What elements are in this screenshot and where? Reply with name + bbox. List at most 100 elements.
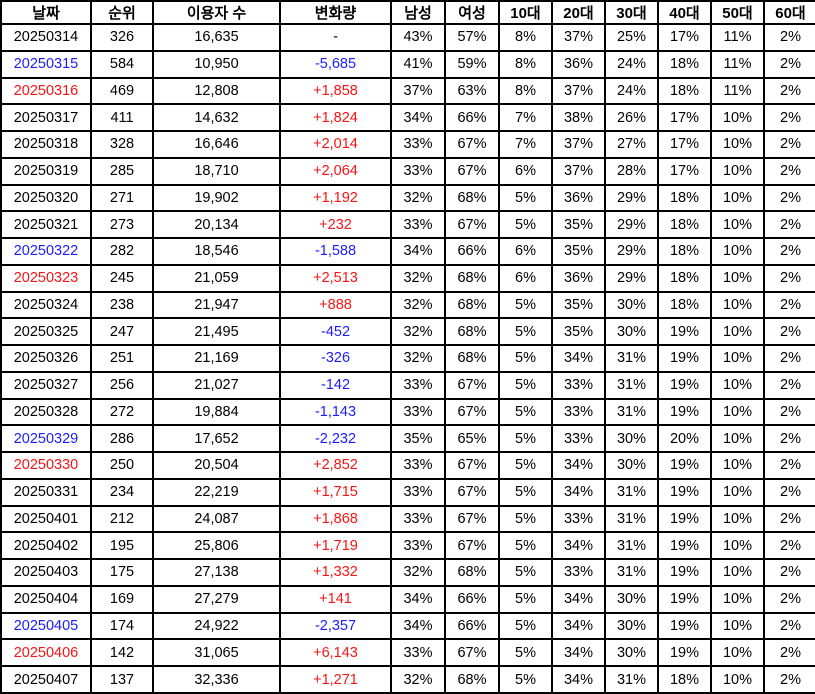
cell-age60: 2% [763, 103, 815, 132]
cell-age60: 2% [763, 156, 815, 186]
cell-change: -2,357 [279, 611, 392, 641]
cell-female: 68% [444, 558, 500, 587]
cell-female: 59% [444, 49, 500, 79]
cell-age50: 11% [710, 76, 765, 106]
cell-age60: 2% [763, 370, 815, 400]
cell-age10: 5% [498, 317, 553, 346]
cell-rank: 286 [90, 424, 154, 453]
cell-users: 25,806 [152, 531, 281, 560]
cell-change: +2,852 [279, 451, 392, 480]
table-row: 20250327 256 21,027 -142 33% 67% 5% 33% 31% 19% 10… [0, 370, 815, 400]
cell-age60: 2% [763, 638, 815, 667]
cell-male: 33% [390, 531, 446, 560]
cell-age10: 5% [498, 504, 553, 534]
cell-change: +1,271 [279, 665, 392, 694]
cell-age20: 33% [551, 397, 606, 427]
cell-age60: 2% [763, 23, 815, 52]
cell-users: 19,884 [152, 397, 281, 427]
cell-female: 68% [444, 317, 500, 346]
cell-change: +888 [279, 290, 392, 320]
cell-change: +1,858 [279, 76, 392, 106]
cell-change: +6,143 [279, 638, 392, 667]
cell-users: 21,059 [152, 263, 281, 293]
cell-age60: 2% [763, 665, 815, 694]
cell-change: -1,143 [279, 397, 392, 427]
cell-users: 18,546 [152, 237, 281, 266]
cell-age30: 30% [604, 451, 659, 480]
cell-change: +1,192 [279, 183, 392, 213]
cell-date: 20250317 [0, 103, 92, 132]
cell-change: -1,588 [279, 237, 392, 266]
cell-age50: 10% [710, 183, 765, 213]
cell-age50: 10% [710, 210, 765, 239]
cell-age50: 10% [710, 290, 765, 320]
cell-age50: 10% [710, 477, 765, 507]
cell-rank: 469 [90, 76, 154, 106]
cell-rank: 272 [90, 397, 154, 427]
cell-age50: 10% [710, 397, 765, 427]
cell-age30: 28% [604, 156, 659, 186]
table-row: 20250314 326 16,635-43% 57% 8% 37% 25% 17% 11% 2% [0, 23, 815, 52]
cell-rank: 326 [90, 23, 154, 52]
cell-age30: 30% [604, 584, 659, 614]
column-header-age50: 50대 [710, 0, 765, 25]
cell-age30: 26% [604, 103, 659, 132]
column-header-male: 남성 [390, 0, 446, 25]
cell-date: 20250328 [0, 397, 92, 427]
cell-male: 34% [390, 611, 446, 641]
cell-change: +2,064 [279, 156, 392, 186]
cell-date: 20250326 [0, 344, 92, 373]
cell-rank: 195 [90, 531, 154, 560]
cell-age50: 10% [710, 584, 765, 614]
table-row: 20250330 250 20,504 +2,852 33% 67% 5% 34% 30% 19%… [0, 451, 815, 480]
table-row: 20250322 282 18,546 -1,588 34% 66% 6% 35% 29% 18%… [0, 237, 815, 266]
cell-age60: 2% [763, 558, 815, 587]
column-header-users: 이용자 수 [152, 0, 281, 25]
cell-age10: 5% [498, 397, 553, 427]
cell-date: 20250320 [0, 183, 92, 213]
cell-age30: 31% [604, 665, 659, 694]
cell-rank: 245 [90, 263, 154, 293]
cell-female: 63% [444, 76, 500, 106]
cell-age40: 19% [657, 370, 712, 400]
cell-age40: 19% [657, 558, 712, 587]
table-row: 20250326 251 21,169 -326 32% 68% 5% 34% 31% 19% 10… [0, 344, 815, 373]
cell-age20: 33% [551, 504, 606, 534]
cell-male: 35% [390, 424, 446, 453]
cell-age20: 34% [551, 584, 606, 614]
cell-age30: 30% [604, 638, 659, 667]
cell-age50: 10% [710, 317, 765, 346]
cell-male: 34% [390, 103, 446, 132]
cell-rank: 282 [90, 237, 154, 266]
cell-female: 66% [444, 584, 500, 614]
cell-date: 20250324 [0, 290, 92, 320]
cell-age10: 5% [498, 290, 553, 320]
cell-change: +2,014 [279, 130, 392, 159]
table-row: 20250407 137 32,336 +1,271 32% 68% 5% 34% 31% 18%… [0, 665, 815, 694]
cell-male: 33% [390, 156, 446, 186]
cell-female: 67% [444, 477, 500, 507]
cell-age40: 17% [657, 23, 712, 52]
cell-male: 33% [390, 397, 446, 427]
cell-female: 67% [444, 504, 500, 534]
cell-age20: 33% [551, 558, 606, 587]
cell-date: 20250403 [0, 558, 92, 587]
cell-age50: 10% [710, 504, 765, 534]
cell-change: -326 [279, 344, 392, 373]
cell-users: 12,808 [152, 76, 281, 106]
cell-rank: 285 [90, 156, 154, 186]
cell-female: 67% [444, 531, 500, 560]
cell-age60: 2% [763, 130, 815, 159]
column-header-age40: 40대 [657, 0, 712, 25]
cell-male: 32% [390, 317, 446, 346]
cell-age40: 19% [657, 531, 712, 560]
cell-date: 20250329 [0, 424, 92, 453]
cell-age40: 19% [657, 584, 712, 614]
table-row: 20250403 175 27,138 +1,332 32% 68% 5% 33% 31% 19%… [0, 558, 815, 587]
cell-female: 66% [444, 611, 500, 641]
table-row: 20250324 238 21,947 +888 32% 68% 5% 35% 30% 18% 10… [0, 290, 815, 320]
cell-age30: 30% [604, 317, 659, 346]
cell-users: 18,710 [152, 156, 281, 186]
cell-age20: 33% [551, 424, 606, 453]
